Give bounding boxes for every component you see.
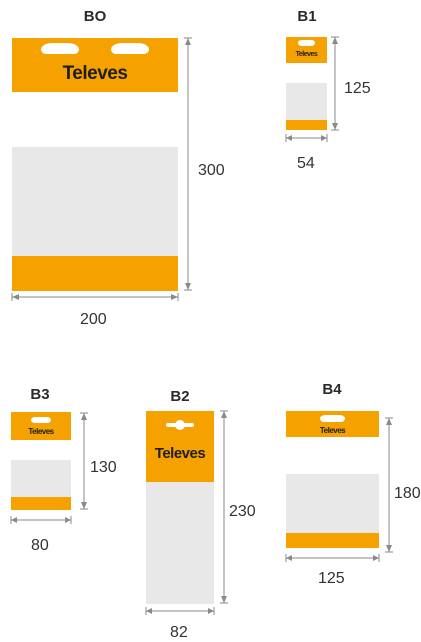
package-b3: Televes (11, 412, 71, 510)
dimension-height-b0: 300 (198, 162, 225, 179)
hang-hole (298, 40, 315, 46)
dimension-height-b1: 125 (344, 80, 371, 97)
package-b1: Televes (286, 37, 327, 130)
package-b4: Televes (286, 411, 379, 548)
footer-band (286, 533, 379, 548)
dimension-height-b2: 230 (229, 503, 256, 520)
package-title-b1: B1 (297, 8, 317, 25)
brand-logo: Televes (62, 63, 128, 84)
dimension-width-b0: 200 (80, 311, 107, 328)
package-title-b0: BO (83, 8, 107, 25)
white-band (12, 92, 178, 147)
brand-logo: Televes (154, 445, 206, 462)
hang-hole-right (111, 43, 149, 54)
dimension-height-b4: 180 (394, 485, 421, 502)
package-b2: Televes (146, 411, 214, 604)
grey-window (146, 482, 214, 604)
dimension-width-b1: 54 (297, 155, 315, 172)
header-band (12, 38, 178, 92)
hang-hole (175, 420, 185, 430)
package-title-b3: B3 (30, 386, 50, 403)
grey-window (286, 83, 327, 120)
brand-logo: Televes (295, 51, 318, 58)
dimension-width-b2: 82 (170, 624, 188, 641)
brand-logo: Televes (28, 427, 54, 436)
dimension-width-b3: 80 (31, 537, 49, 554)
header-band (11, 412, 71, 440)
white-band (11, 440, 71, 460)
hang-hole-left (41, 43, 79, 54)
white-band (286, 437, 379, 474)
brand-logo: Televes (319, 426, 346, 435)
hang-hole (31, 417, 51, 423)
package-title-b2: B2 (170, 388, 190, 405)
footer-band (11, 497, 71, 510)
footer-band (286, 120, 327, 130)
footer-band (12, 256, 178, 291)
grey-window (11, 460, 71, 497)
dimension-height-b3: 130 (90, 459, 117, 476)
package-b0: Televes (12, 38, 178, 291)
package-title-b4: B4 (322, 381, 342, 398)
grey-window (12, 147, 178, 256)
grey-window (286, 474, 379, 533)
dimension-width-b4: 125 (318, 570, 345, 587)
white-band (286, 63, 327, 83)
hang-hole (320, 415, 345, 422)
